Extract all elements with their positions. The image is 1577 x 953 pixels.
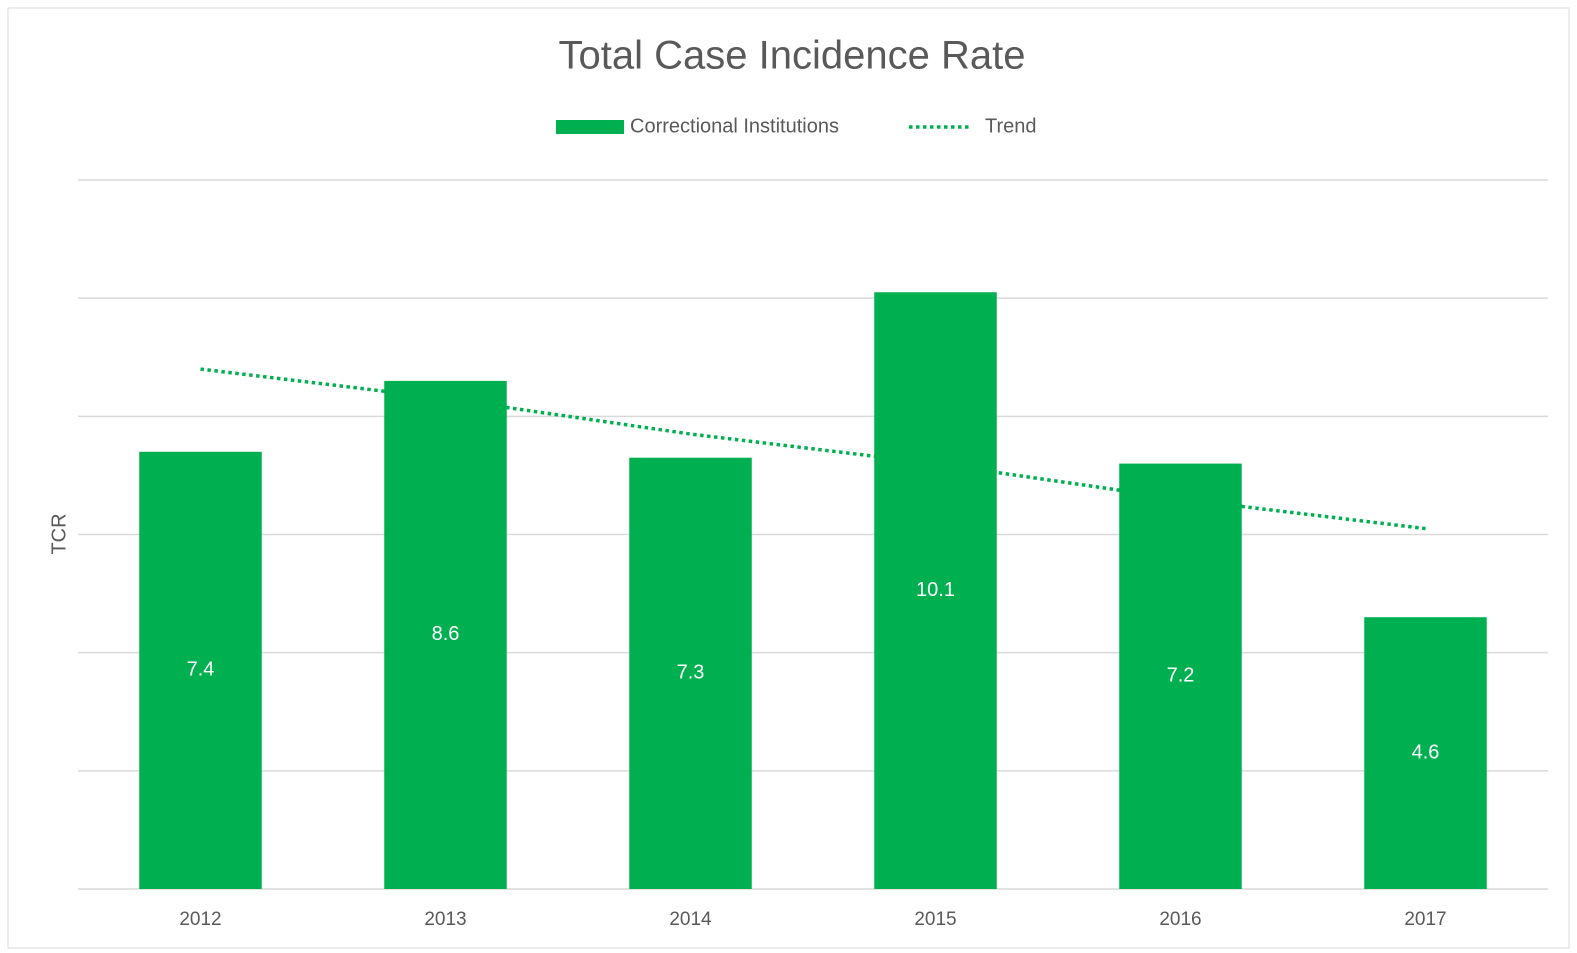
data-label: 10.1 [916,579,955,601]
bar [1364,617,1487,889]
legend-label: Correctional Institutions [630,115,839,137]
x-tick-label: 2015 [914,909,956,930]
chart-border [7,7,1570,949]
bar [139,451,262,889]
x-tick-label: 2017 [1404,909,1446,930]
legend-label: Trend [985,115,1037,137]
x-tick-label: 2013 [424,909,466,930]
data-label: 7.3 [677,662,705,684]
bar [874,292,997,890]
x-tick-label: 2014 [669,909,712,930]
trend-line [200,367,1426,531]
y-axis-label: TCR [48,513,70,554]
legend-swatch [556,120,624,134]
data-label: 8.6 [432,623,460,645]
chart-title: Total Case Incidence Rate [559,34,1026,78]
data-label: 7.4 [187,659,215,681]
bar [629,457,752,889]
x-tick-label: 2012 [179,909,221,930]
data-label: 7.2 [1167,665,1195,687]
x-tick-label: 2016 [1159,909,1201,930]
data-label: 4.6 [1412,741,1440,763]
bar [384,380,507,889]
bar [1119,463,1242,889]
